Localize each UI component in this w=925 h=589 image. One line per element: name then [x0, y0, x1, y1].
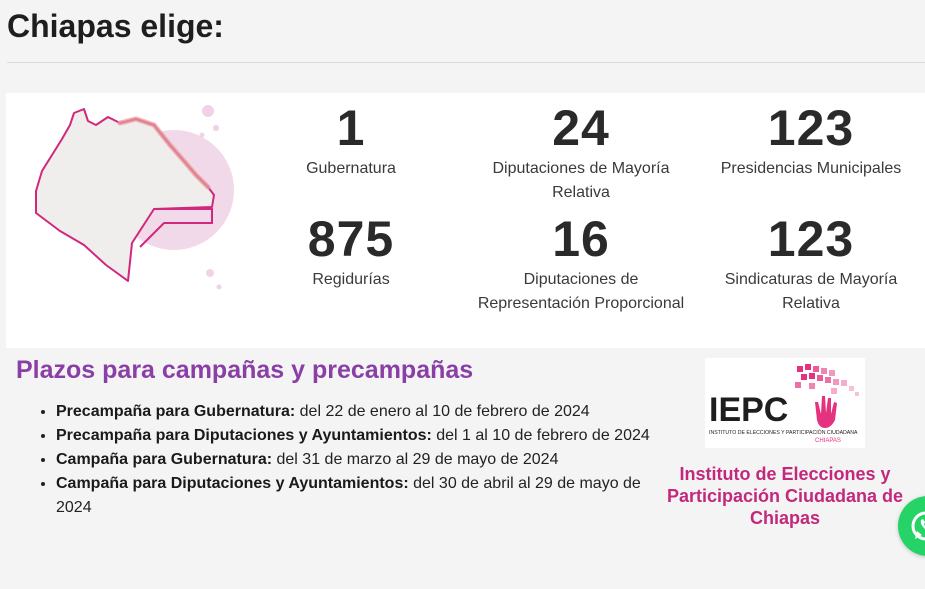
- stat-label: Gubernatura: [306, 160, 396, 177]
- iepc-logo[interactable]: IEPC INSTITUTO DE ELECCIONES Y PARTICIPA…: [705, 358, 865, 448]
- stat-value: 1: [336, 100, 366, 156]
- stat-label: Sindicaturas de Mayoría Relativa: [724, 271, 898, 312]
- list-item: Precampaña para Diputaciones y Ayuntamie…: [56, 424, 666, 448]
- logo-region: CHIAPAS: [815, 438, 841, 444]
- stat-diputaciones-mayoria: 24 Diputaciones de Mayoría Relativa: [466, 99, 696, 205]
- stat-value: 24: [552, 100, 610, 156]
- stat-gubernatura: 1 Gubernatura: [236, 99, 466, 181]
- stats-panel: 1 Gubernatura 24 Diputaciones de Mayoría…: [6, 93, 925, 348]
- logo-subtitle: INSTITUTO DE ELECCIONES Y PARTICIPACIÓN …: [709, 429, 858, 436]
- item-text: del 22 de enero al 10 de febrero de 2024: [295, 403, 590, 420]
- page-title: Chiapas elige:: [7, 8, 224, 44]
- stat-label: Diputaciones de Mayoría Relativa: [492, 160, 670, 201]
- iepc-logo-graphic: IEPC INSTITUTO DE ELECCIONES Y PARTICIPA…: [709, 364, 859, 444]
- stat-regidurias: 875 Regidurías: [236, 210, 466, 292]
- stat-label: Diputaciones de Representación Proporcio…: [477, 271, 685, 312]
- stat-presidencias: 123 Presidencias Municipales: [696, 99, 925, 181]
- stat-value: 123: [767, 211, 855, 267]
- list-item: Campaña para Diputaciones y Ayuntamiento…: [56, 472, 666, 520]
- stat-label: Regidurías: [312, 271, 390, 288]
- chiapas-map-icon: [35, 105, 234, 290]
- item-bold: Campaña para Diputaciones y Ayuntamiento…: [56, 475, 409, 492]
- item-bold: Precampaña para Diputaciones y Ayuntamie…: [56, 427, 432, 444]
- list-item: Campaña para Gubernatura: del 31 de marz…: [56, 448, 666, 472]
- institute-name[interactable]: Instituto de Elecciones y Participación …: [666, 464, 904, 528]
- stat-diputaciones-rp: 16 Diputaciones de Representación Propor…: [466, 210, 696, 316]
- stat-label: Presidencias Municipales: [720, 160, 902, 177]
- stat-value: 875: [307, 211, 395, 267]
- item-text: del 30 de abril al 29 de mayo de 2024: [56, 475, 641, 516]
- item-text: del 31 de marzo al 29 de mayo de 2024: [272, 451, 559, 468]
- deadlines-list: Precampaña para Gubernatura: del 22 de e…: [36, 400, 666, 520]
- divider: [7, 62, 925, 63]
- logo-acronym: IEPC: [709, 391, 788, 429]
- stat-sindicaturas: 123 Sindicaturas de Mayoría Relativa: [696, 210, 925, 316]
- item-bold: Campaña para Gubernatura:: [56, 451, 273, 468]
- stat-value: 123: [767, 100, 855, 156]
- item-bold: Precampaña para Gubernatura:: [56, 403, 296, 420]
- deadlines-title: Plazos para campañas y precampañas: [16, 356, 474, 384]
- item-text: del 1 al 10 de febrero de 2024: [431, 427, 650, 444]
- list-item: Precampaña para Gubernatura: del 22 de e…: [56, 400, 666, 424]
- stat-value: 16: [552, 211, 610, 267]
- whatsapp-icon: [911, 511, 925, 541]
